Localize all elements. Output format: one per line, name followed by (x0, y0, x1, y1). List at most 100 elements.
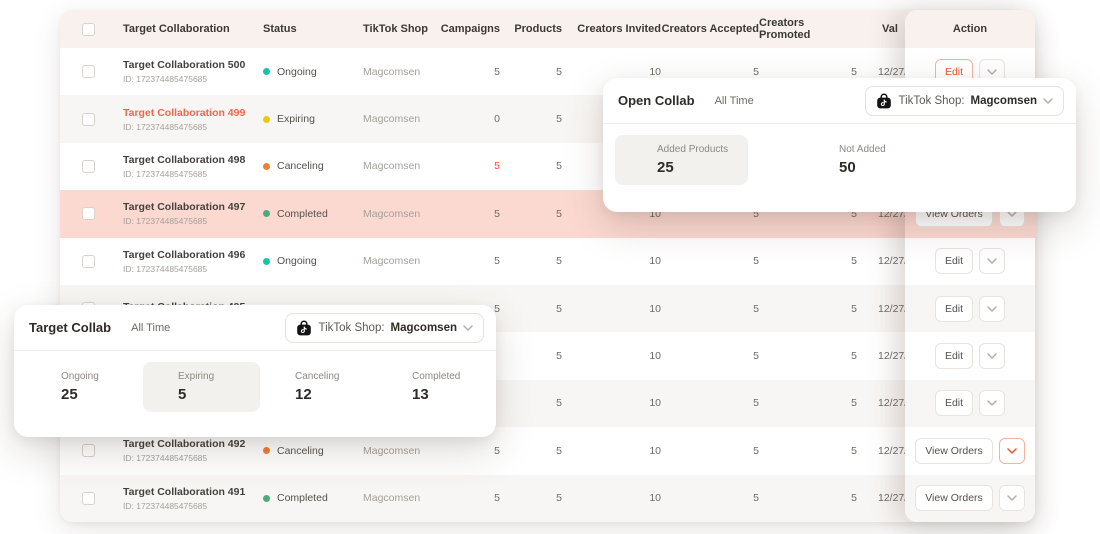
row-checkbox[interactable] (81, 444, 95, 458)
status-label: Canceling (277, 444, 324, 457)
header-creators-invited: Creators Invited (577, 23, 661, 35)
creators-promoted-value: 5 (851, 444, 857, 457)
creators-invited-value: 10 (649, 444, 661, 457)
products-value: 5 (556, 350, 562, 363)
header-action: Action (905, 10, 1035, 48)
collaboration-name: Target Collaboration 499 (123, 106, 246, 119)
row-action-button[interactable]: Edit (934, 248, 974, 275)
header-status: Status (263, 23, 297, 35)
row-action-button[interactable]: Edit (934, 295, 974, 322)
chevron-down-icon (1007, 211, 1017, 217)
open-collab-title: Open Collab (618, 93, 695, 108)
header-campaigns: Campaigns (440, 23, 500, 35)
status-dot-icon (263, 162, 270, 170)
target-collab-title: Target Collab (29, 320, 112, 335)
creators-accepted-value: 5 (753, 207, 759, 220)
campaigns-value: 5 (494, 65, 500, 78)
row-checkbox[interactable] (81, 254, 95, 268)
status-label: Ongoing (277, 65, 317, 78)
row-more-actions-button[interactable] (979, 295, 1006, 322)
valid-date-value: 12/27/2 (878, 397, 914, 410)
action-cell: View Orders (905, 427, 1035, 475)
products-value: 5 (556, 207, 562, 220)
shop-selector-value: Magcomsen (970, 94, 1037, 107)
shop-selector-label: TikTok Shop: (898, 94, 965, 107)
stat-tile[interactable]: Added Products 25 (615, 135, 748, 185)
row-checkbox[interactable] (81, 65, 95, 79)
open-collab-shop-selector[interactable]: TikTok Shop: Magcomsen (865, 85, 1064, 116)
products-value: 5 (556, 65, 562, 78)
select-all-checkbox[interactable] (81, 22, 95, 36)
row-action-button[interactable]: View Orders (915, 437, 993, 464)
creators-invited-value: 10 (649, 65, 661, 78)
creators-invited-value: 10 (649, 207, 661, 220)
creators-invited-value: 10 (649, 302, 661, 315)
stat-label: Added Products (657, 144, 729, 155)
header-products: Products (514, 23, 562, 35)
campaigns-value: 5 (494, 207, 500, 220)
collaboration-id: ID: 172374485475685 (123, 263, 208, 274)
collaboration-name: Target Collaboration 500 (123, 59, 246, 72)
stat-tile[interactable]: Expiring 5 (143, 362, 260, 412)
chevron-down-icon (987, 258, 997, 264)
creators-promoted-value: 5 (851, 492, 857, 505)
creators-promoted-value: 5 (851, 255, 857, 268)
creators-promoted-value: 5 (851, 397, 857, 410)
target-collab-shop-selector[interactable]: TikTok Shop: Magcomsen (285, 312, 484, 343)
stat-value: 25 (657, 159, 674, 176)
status-dot-icon (263, 447, 270, 455)
header-tiktok-shop: TikTok Shop (363, 23, 428, 35)
row-more-actions-button[interactable] (998, 437, 1025, 464)
row-more-actions-button[interactable] (979, 390, 1006, 417)
target-collab-stats: Ongoing 25 Expiring 5 Canceling 12 Compl… (14, 351, 496, 412)
open-collab-card: Open Collab All Time TikTok Shop: Magcom… (603, 78, 1076, 212)
creators-accepted-value: 5 (753, 302, 759, 315)
creators-accepted-value: 5 (753, 444, 759, 457)
table-body: Target Collaboration 500 ID: 17237448547… (60, 48, 1035, 522)
shop-name: Magcomsen (363, 255, 421, 268)
valid-date-value: 12/27/2 (878, 492, 914, 505)
row-checkbox[interactable] (81, 491, 95, 505)
table-row: Target Collaboration 496 ID: 17237448547… (60, 237, 1035, 285)
stat-tile[interactable]: Canceling 12 (260, 362, 377, 412)
chevron-down-icon (987, 68, 997, 75)
stat-tile[interactable]: Not Added 50 (797, 135, 930, 185)
status-label: Canceling (277, 160, 324, 173)
row-action-button[interactable]: Edit (934, 390, 974, 417)
target-collab-card: Target Collab All Time TikTok Shop: Magc… (14, 305, 496, 437)
products-value: 5 (556, 302, 562, 315)
campaigns-value: 5 (494, 302, 500, 315)
stat-value: 13 (412, 386, 429, 403)
action-cell: Edit (905, 284, 1035, 333)
row-checkbox[interactable] (81, 159, 95, 173)
valid-date-value: 12/27/2 (878, 350, 914, 363)
campaigns-value: 0 (494, 113, 500, 126)
row-checkbox[interactable] (81, 112, 95, 126)
stat-label: Canceling (295, 371, 340, 382)
row-action-button[interactable]: View Orders (915, 485, 993, 512)
stat-tile[interactable]: Completed 13 (377, 362, 494, 412)
status-dot-icon (263, 210, 270, 218)
shop-selector-value: Magcomsen (390, 321, 457, 334)
stat-tile[interactable]: Ongoing 25 (26, 362, 143, 412)
collaboration-id: ID: 172374485475685 (123, 453, 208, 464)
table-header-row: Target Collaboration Status TikTok Shop … (60, 10, 1035, 48)
stat-label: Completed (412, 371, 461, 382)
creators-promoted-value: 5 (851, 350, 857, 363)
chevron-down-icon (987, 353, 997, 359)
shop-name: Magcomsen (363, 444, 421, 457)
row-action-button[interactable]: Edit (934, 343, 974, 370)
row-more-actions-button[interactable] (979, 248, 1006, 275)
creators-invited-value: 10 (649, 255, 661, 268)
row-more-actions-button[interactable] (979, 343, 1006, 370)
status-dot-icon (263, 68, 270, 76)
open-collab-stats: Added Products 25 Not Added 50 (603, 124, 1076, 185)
collaboration-name: Target Collaboration 492 (123, 438, 246, 451)
row-checkbox[interactable] (81, 207, 95, 221)
status-label: Completed (277, 207, 328, 220)
row-more-actions-button[interactable] (998, 485, 1025, 512)
collaboration-name: Target Collaboration 491 (123, 485, 246, 498)
collaboration-id: ID: 172374485475685 (123, 500, 208, 511)
chevron-down-icon (1007, 448, 1017, 454)
tiktok-shop-icon (876, 93, 892, 109)
